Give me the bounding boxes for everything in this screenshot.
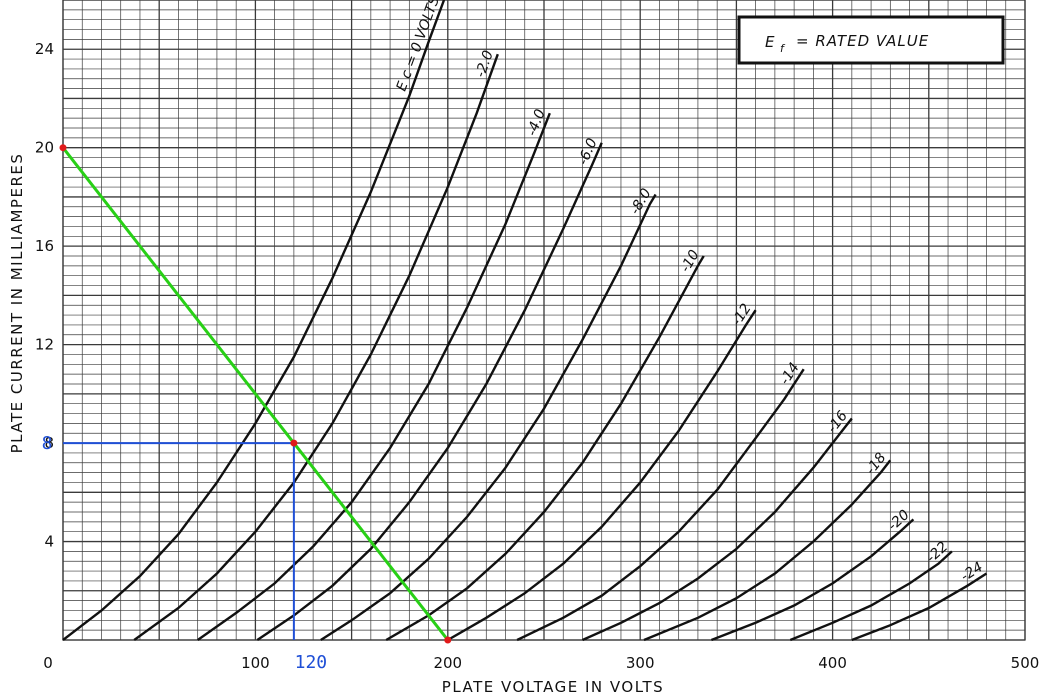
x-tick-label: 300 [626, 654, 655, 672]
plate-curve [447, 309, 757, 642]
load-line [61, 146, 449, 641]
plate-curve [256, 142, 603, 641]
y-tick-label: 24 [35, 40, 54, 58]
operating-point [290, 439, 298, 447]
plate-curve [582, 417, 853, 642]
filament-symbol: E [765, 33, 775, 51]
plate-curve [851, 572, 988, 642]
plate-curve [133, 53, 499, 641]
x-tick-label: 400 [818, 654, 847, 672]
x-ticks: 0 100 200 300 400 500 [43, 654, 1039, 672]
y-tick-label: 20 [35, 139, 54, 157]
plate-curve [385, 255, 705, 642]
rated-value-text: = RATED VALUE [796, 32, 929, 50]
rated-value-box: E f = RATED VALUE [737, 15, 1005, 65]
x-tick-label: 0 [43, 654, 53, 672]
x-axis-label: PLATE VOLTAGE IN VOLTS [442, 678, 664, 696]
load-line-endpoint [59, 144, 67, 152]
filament-subscript: f [780, 42, 786, 55]
plate-curve [789, 550, 953, 642]
y-ticks: 4 8 12 16 20 24 [35, 40, 54, 550]
load-line-endpoint [444, 636, 452, 644]
plate-curve [197, 112, 551, 641]
x-tick-label: 200 [433, 654, 462, 672]
y-tick-label: 12 [35, 336, 54, 354]
x-tick-label: 500 [1011, 654, 1040, 672]
y-tick-label: 4 [44, 533, 54, 551]
plate-curve [710, 518, 915, 642]
y-axis-label: PLATE CURRENT IN MILLIAMPERES [8, 153, 26, 454]
operating-voltage-label: 120 [295, 652, 328, 673]
plate-curve [320, 193, 657, 642]
x-tick-label: 100 [241, 654, 270, 672]
y-tick-label: 16 [35, 237, 54, 255]
plate-curve [643, 459, 892, 642]
plate-curve [62, 0, 446, 641]
plate-curves [62, 0, 988, 642]
operating-current-label: 8 [42, 433, 53, 454]
load-line-overlay: 8 120 [42, 144, 452, 673]
y-tick-label: 8 [44, 434, 54, 452]
grid [62, 0, 1026, 641]
plate-curve [516, 368, 805, 642]
